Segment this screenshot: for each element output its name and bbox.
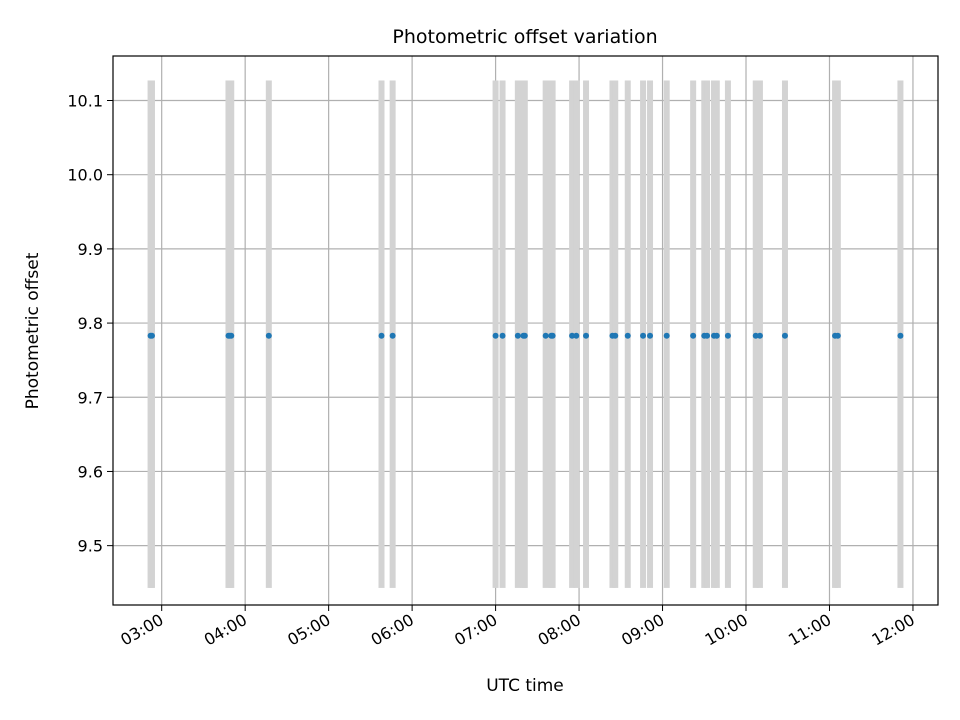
y-tick-label: 9.5	[78, 537, 103, 556]
data-point	[624, 332, 631, 339]
data-point	[569, 332, 576, 339]
y-tick-label: 9.9	[78, 240, 103, 259]
y-tick-label: 10.1	[67, 92, 103, 111]
data-point	[724, 332, 731, 339]
data-point	[573, 332, 580, 339]
data-point	[583, 332, 590, 339]
data-point	[781, 332, 788, 339]
data-point	[228, 332, 235, 339]
x-axis-title: UTC time	[486, 676, 564, 696]
data-point	[704, 332, 711, 339]
y-axis-title: Photometric offset	[23, 252, 43, 409]
data-point	[690, 332, 697, 339]
y-tick-label: 9.8	[78, 314, 103, 333]
data-point	[612, 332, 619, 339]
y-tick-label: 10.0	[67, 166, 103, 185]
data-point	[514, 332, 521, 339]
data-point	[521, 332, 528, 339]
data-point	[542, 332, 549, 339]
data-point	[265, 332, 272, 339]
data-point	[647, 332, 654, 339]
data-point	[378, 332, 385, 339]
data-point	[713, 332, 720, 339]
data-point	[492, 332, 499, 339]
data-point	[834, 332, 841, 339]
y-tick-label: 9.6	[78, 462, 103, 481]
chart-title: Photometric offset variation	[392, 26, 657, 48]
plot-frame	[112, 55, 939, 606]
data-point	[549, 332, 556, 339]
data-point	[640, 332, 647, 339]
data-point	[663, 332, 670, 339]
data-point	[389, 332, 396, 339]
data-point	[897, 332, 904, 339]
data-point	[499, 332, 506, 339]
data-point	[752, 332, 759, 339]
y-tick-label: 9.7	[78, 388, 103, 407]
data-points	[147, 332, 904, 339]
data-point	[756, 332, 763, 339]
data-point	[148, 332, 155, 339]
